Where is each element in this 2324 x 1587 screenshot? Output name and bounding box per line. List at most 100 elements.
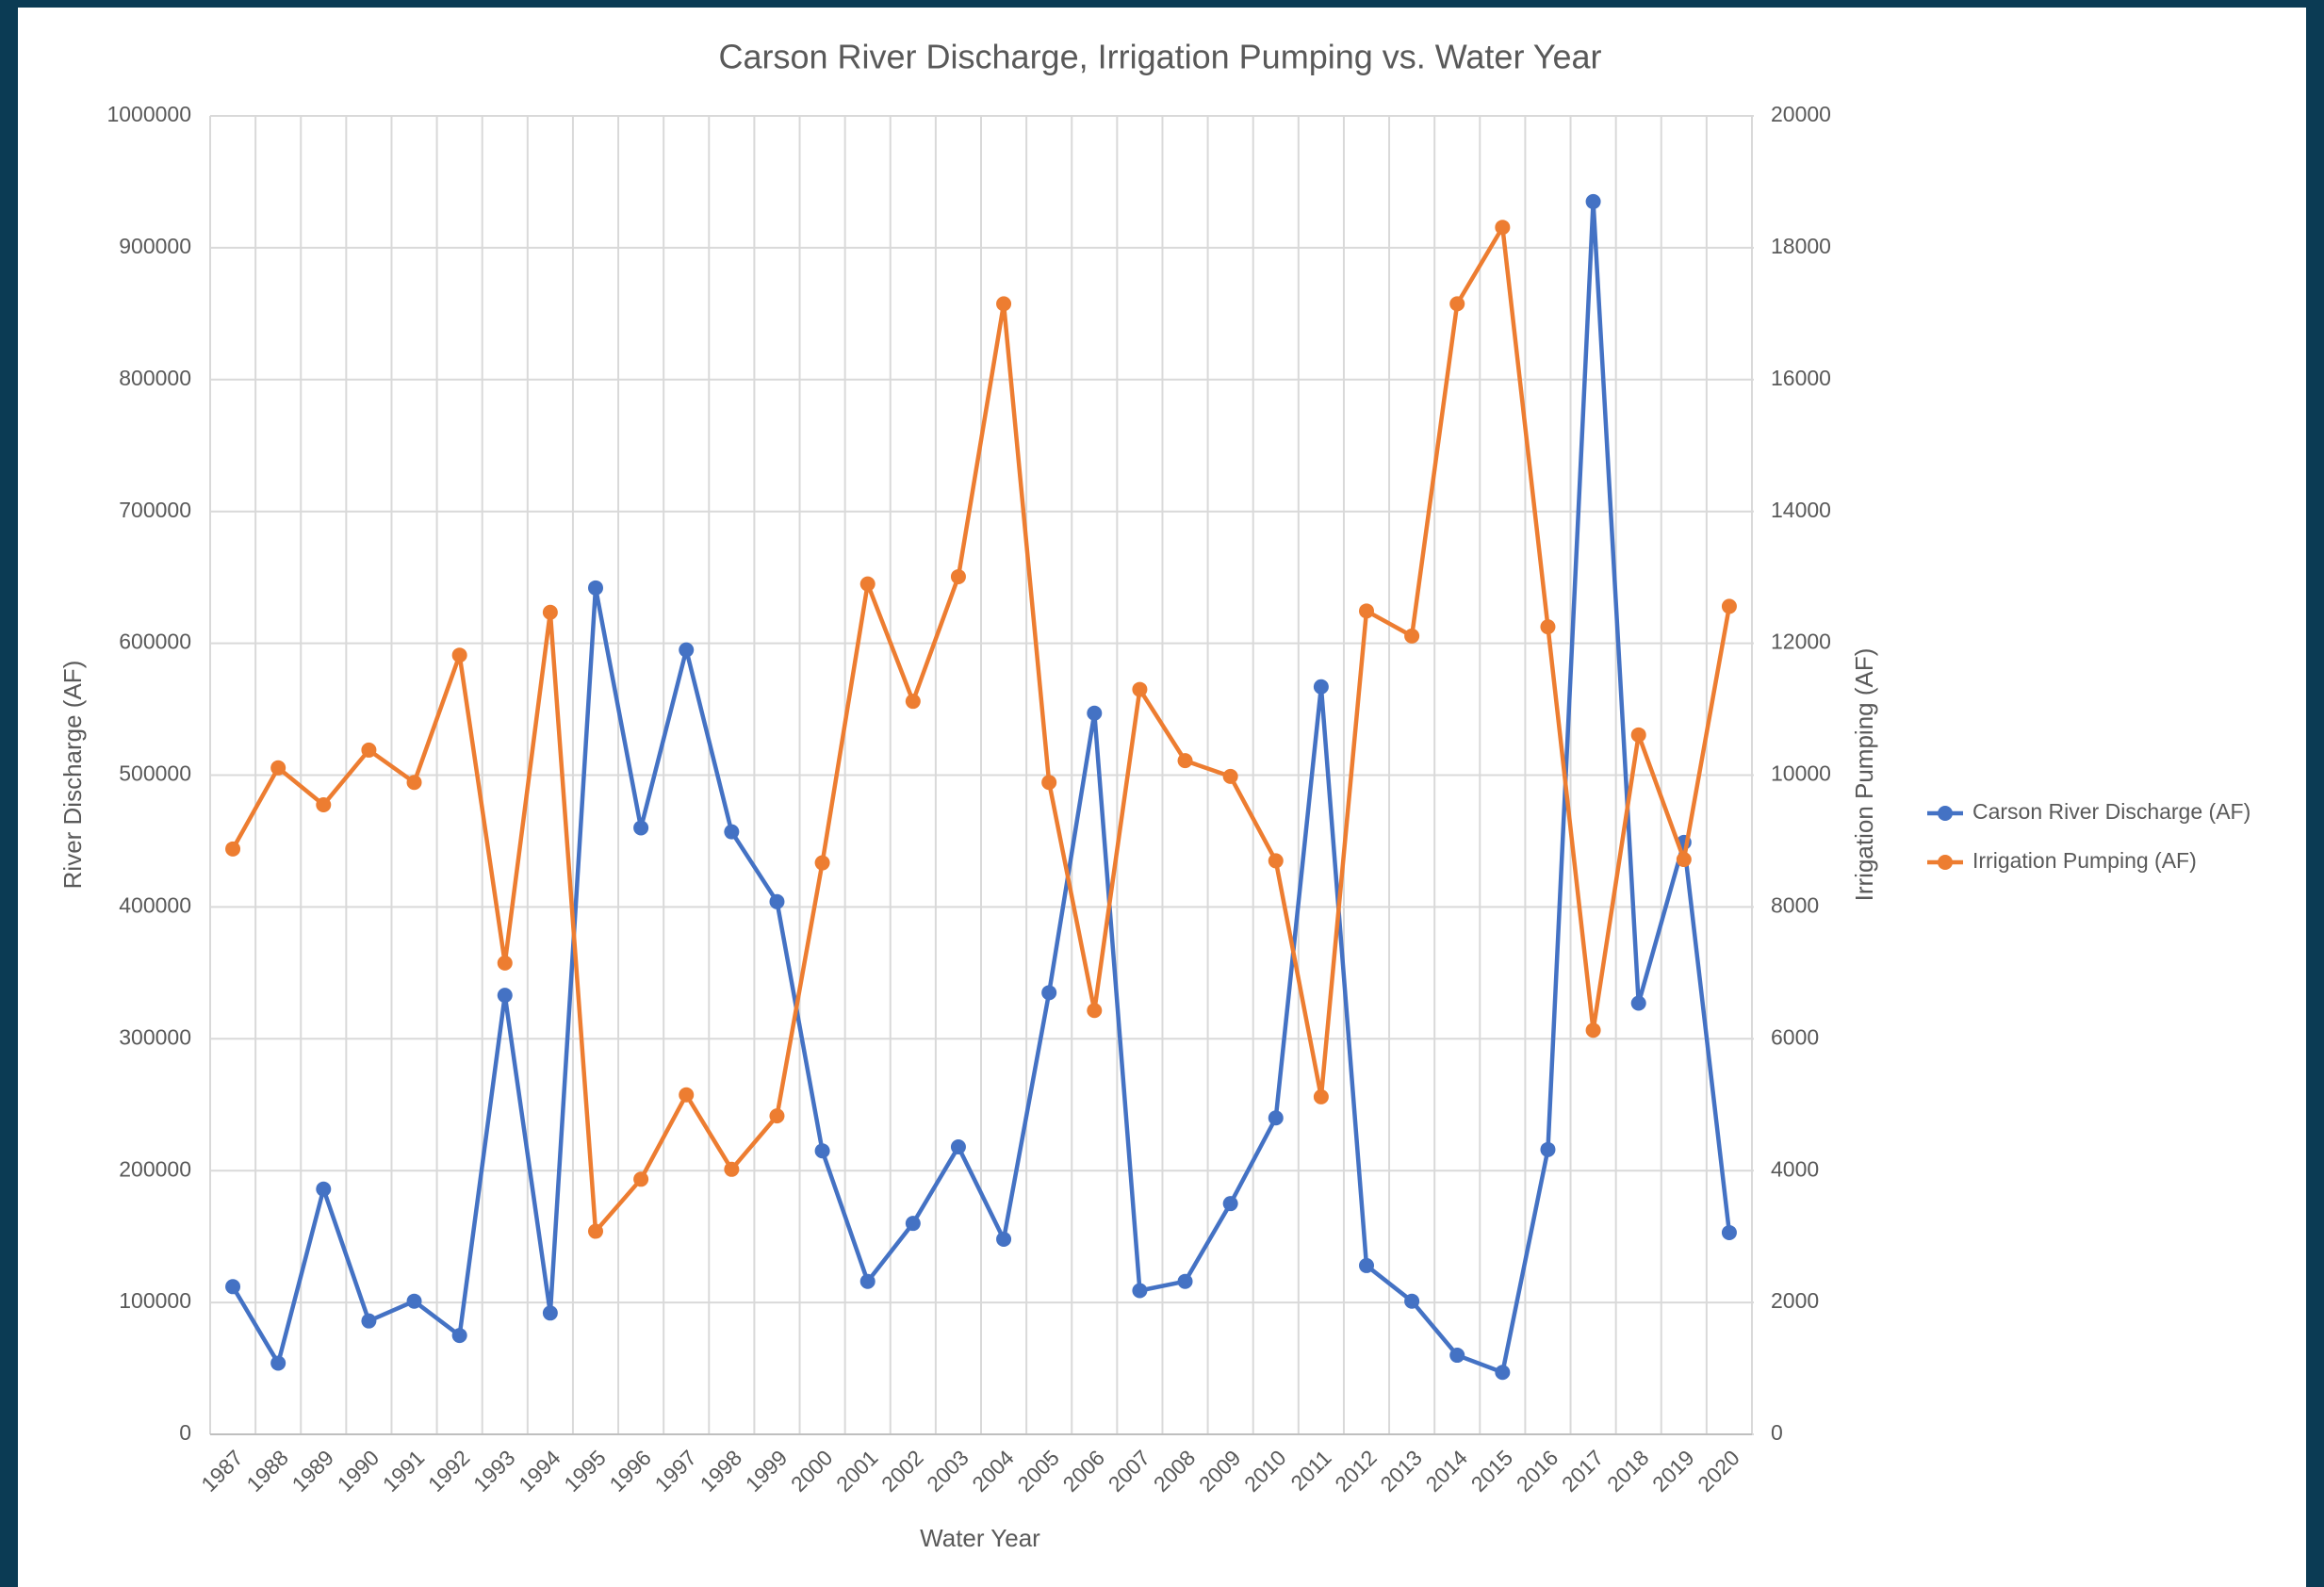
y2-tick-label: 6000 xyxy=(1771,1024,1819,1049)
data-point xyxy=(497,988,513,1004)
y-tick-label: 200000 xyxy=(119,1156,191,1181)
data-point xyxy=(1359,603,1374,619)
legend-label: Carson River Discharge (AF) xyxy=(1972,799,2250,824)
data-point xyxy=(950,568,966,584)
data-point xyxy=(1585,193,1601,209)
y-tick-label: 500000 xyxy=(119,761,191,786)
data-point xyxy=(1313,679,1329,695)
data-point xyxy=(1721,598,1737,614)
y2-tick-label: 14000 xyxy=(1771,498,1831,522)
y2-tick-label: 0 xyxy=(1771,1420,1783,1445)
series-line xyxy=(231,224,1732,1234)
y-tick-label: 700000 xyxy=(119,498,191,522)
data-point xyxy=(542,604,558,620)
data-point xyxy=(1585,1023,1601,1039)
data-point xyxy=(1268,1110,1284,1126)
data-point xyxy=(1676,852,1692,868)
data-point xyxy=(1177,1273,1193,1289)
y2-tick-label: 12000 xyxy=(1771,630,1831,654)
data-point xyxy=(1359,1257,1374,1273)
data-point xyxy=(1404,628,1420,644)
y-tick-label: 400000 xyxy=(119,892,191,917)
data-point xyxy=(225,1279,241,1295)
data-point xyxy=(1087,1003,1103,1019)
data-point xyxy=(361,742,377,758)
data-point xyxy=(1222,768,1238,784)
y-tick-label: 600000 xyxy=(119,630,191,654)
data-point xyxy=(859,576,876,592)
data-point xyxy=(588,1223,603,1239)
data-point xyxy=(814,855,830,871)
data-point xyxy=(859,1273,876,1289)
data-point xyxy=(1630,727,1646,743)
data-point xyxy=(633,820,649,836)
data-point xyxy=(1540,619,1556,635)
data-point xyxy=(769,1108,785,1124)
data-point xyxy=(225,841,241,857)
data-point xyxy=(1132,1283,1148,1299)
legend-marker xyxy=(1938,855,1953,870)
y2-tick-label: 4000 xyxy=(1771,1156,1819,1181)
y2-tick-label: 2000 xyxy=(1771,1288,1819,1313)
legend-marker xyxy=(1938,806,1953,821)
x-axis-label: Water Year xyxy=(920,1524,1040,1552)
data-point xyxy=(406,775,422,791)
y-tick-label: 100000 xyxy=(119,1288,191,1313)
data-point xyxy=(814,1143,830,1159)
y-tick-label: 0 xyxy=(179,1420,191,1445)
data-point xyxy=(950,1139,966,1155)
data-point xyxy=(1404,1293,1420,1309)
data-point xyxy=(316,796,332,812)
data-point xyxy=(679,642,695,658)
data-point xyxy=(451,647,467,663)
data-point xyxy=(905,1216,921,1232)
y-tick-label: 1000000 xyxy=(106,102,191,126)
data-point xyxy=(1721,1224,1737,1240)
y2-axis-label: Irrigation Pumping (AF) xyxy=(1850,648,1878,902)
data-point xyxy=(316,1181,332,1197)
data-point xyxy=(769,893,785,909)
y2-tick-label: 8000 xyxy=(1771,892,1819,917)
data-point xyxy=(1313,1088,1329,1104)
y-axis-label: River Discharge (AF) xyxy=(58,661,87,890)
data-point xyxy=(588,580,603,596)
data-point xyxy=(1495,1365,1511,1381)
data-point xyxy=(1041,985,1057,1001)
data-point xyxy=(1041,775,1057,791)
chart-title: Carson River Discharge, Irrigation Pumpi… xyxy=(718,38,1601,76)
data-point xyxy=(724,824,740,840)
y-tick-label: 900000 xyxy=(119,234,191,258)
y2-tick-label: 18000 xyxy=(1771,234,1831,258)
data-point xyxy=(1495,220,1511,236)
y2-tick-label: 10000 xyxy=(1771,761,1831,786)
data-point xyxy=(1630,995,1646,1011)
y2-tick-label: 16000 xyxy=(1771,366,1831,390)
data-point xyxy=(1087,705,1103,721)
data-point xyxy=(361,1313,377,1329)
data-point xyxy=(1268,853,1284,869)
data-point xyxy=(451,1328,467,1344)
data-point xyxy=(679,1087,695,1103)
y-tick-label: 300000 xyxy=(119,1024,191,1049)
data-point xyxy=(905,694,921,710)
data-point xyxy=(542,1305,558,1321)
data-point xyxy=(270,1355,286,1371)
data-point xyxy=(996,1231,1012,1247)
data-point xyxy=(1540,1141,1556,1157)
y-tick-label: 800000 xyxy=(119,366,191,390)
y2-tick-label: 20000 xyxy=(1771,102,1831,126)
data-point xyxy=(1449,1348,1465,1364)
data-point xyxy=(724,1161,740,1177)
data-point xyxy=(1177,753,1193,769)
data-point xyxy=(633,1171,649,1187)
legend-label: Irrigation Pumping (AF) xyxy=(1972,848,2197,873)
data-point xyxy=(406,1293,422,1309)
data-point xyxy=(1449,296,1465,312)
data-point xyxy=(1132,681,1148,697)
data-point xyxy=(996,296,1012,312)
data-point xyxy=(1222,1196,1238,1212)
series-line xyxy=(231,199,1732,1375)
data-point xyxy=(270,760,286,776)
